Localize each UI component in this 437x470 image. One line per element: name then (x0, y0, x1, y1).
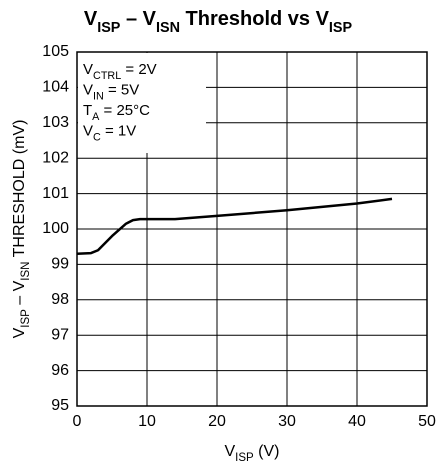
x-tick-label: 10 (138, 413, 156, 430)
chart-title: VISP – VISN Threshold vs VISP (84, 8, 353, 36)
x-axis-label-part: ISP (235, 452, 254, 464)
chart-title-part: V (84, 8, 98, 30)
y-tick-label: 96 (51, 362, 69, 379)
chart-title-part: ISP (329, 20, 353, 36)
y-axis-label-part: – V (11, 280, 28, 309)
y-tick-label: 97 (51, 326, 69, 343)
y-axis-label-part: ISP (20, 309, 32, 328)
x-tick-label: 0 (73, 413, 82, 430)
y-tick-label: 103 (42, 114, 69, 131)
x-tick-label: 50 (418, 413, 436, 430)
chart-title-part: – V (120, 8, 156, 30)
y-tick-label: 99 (51, 256, 69, 273)
y-tick-label: 105 (42, 43, 69, 60)
y-axis-label-part: THRESHOLD (mV) (11, 120, 28, 262)
annotation-part: = 25°C (99, 102, 150, 119)
annotation-part: A (92, 111, 100, 123)
annotation-part: = 2V (121, 61, 156, 78)
y-tick-label: 104 (42, 79, 69, 96)
annotation: VCTRL = 2V (83, 61, 157, 82)
annotation-part: IN (93, 90, 104, 102)
chart-title-part: Threshold vs V (180, 8, 330, 30)
y-tick-label: 95 (51, 397, 69, 414)
x-tick-label: 40 (348, 413, 366, 430)
line-series (76, 197, 393, 256)
plot-frame (76, 51, 428, 407)
x-axis-label-part: V (224, 443, 235, 460)
annotation-box (78, 53, 206, 153)
annotation-part: C (93, 131, 101, 143)
annotation-part: V (83, 122, 93, 139)
annotation: VC = 1V (83, 122, 136, 143)
annotation-part: = 5V (104, 81, 139, 98)
y-tick-label: 100 (42, 220, 69, 237)
annotation-part: CTRL (93, 70, 121, 82)
x-tick-label: 30 (278, 413, 296, 430)
annotation-part: V (83, 61, 93, 78)
x-axis-label: VISP (V) (224, 443, 279, 464)
annotation-part: V (83, 81, 93, 98)
y-tick-label: 98 (51, 291, 69, 308)
x-tick-label: 20 (208, 413, 226, 430)
y-tick-label: 102 (42, 149, 69, 166)
annotation-part: T (83, 102, 92, 119)
chart-title-part: ISP (97, 20, 121, 36)
x-axis-label-part: (V) (254, 443, 280, 460)
y-axis-label: VISP – VISN THRESHOLD (mV) (11, 120, 32, 339)
y-tick-label: 101 (42, 185, 69, 202)
y-axis-label-part: V (11, 327, 28, 338)
annotation: VIN = 5V (83, 81, 139, 102)
annotation-part: = 1V (101, 122, 136, 139)
chart-title-part: ISN (156, 20, 180, 36)
annotation: TA = 25°C (83, 102, 150, 123)
y-axis-label-part: ISN (20, 262, 32, 281)
